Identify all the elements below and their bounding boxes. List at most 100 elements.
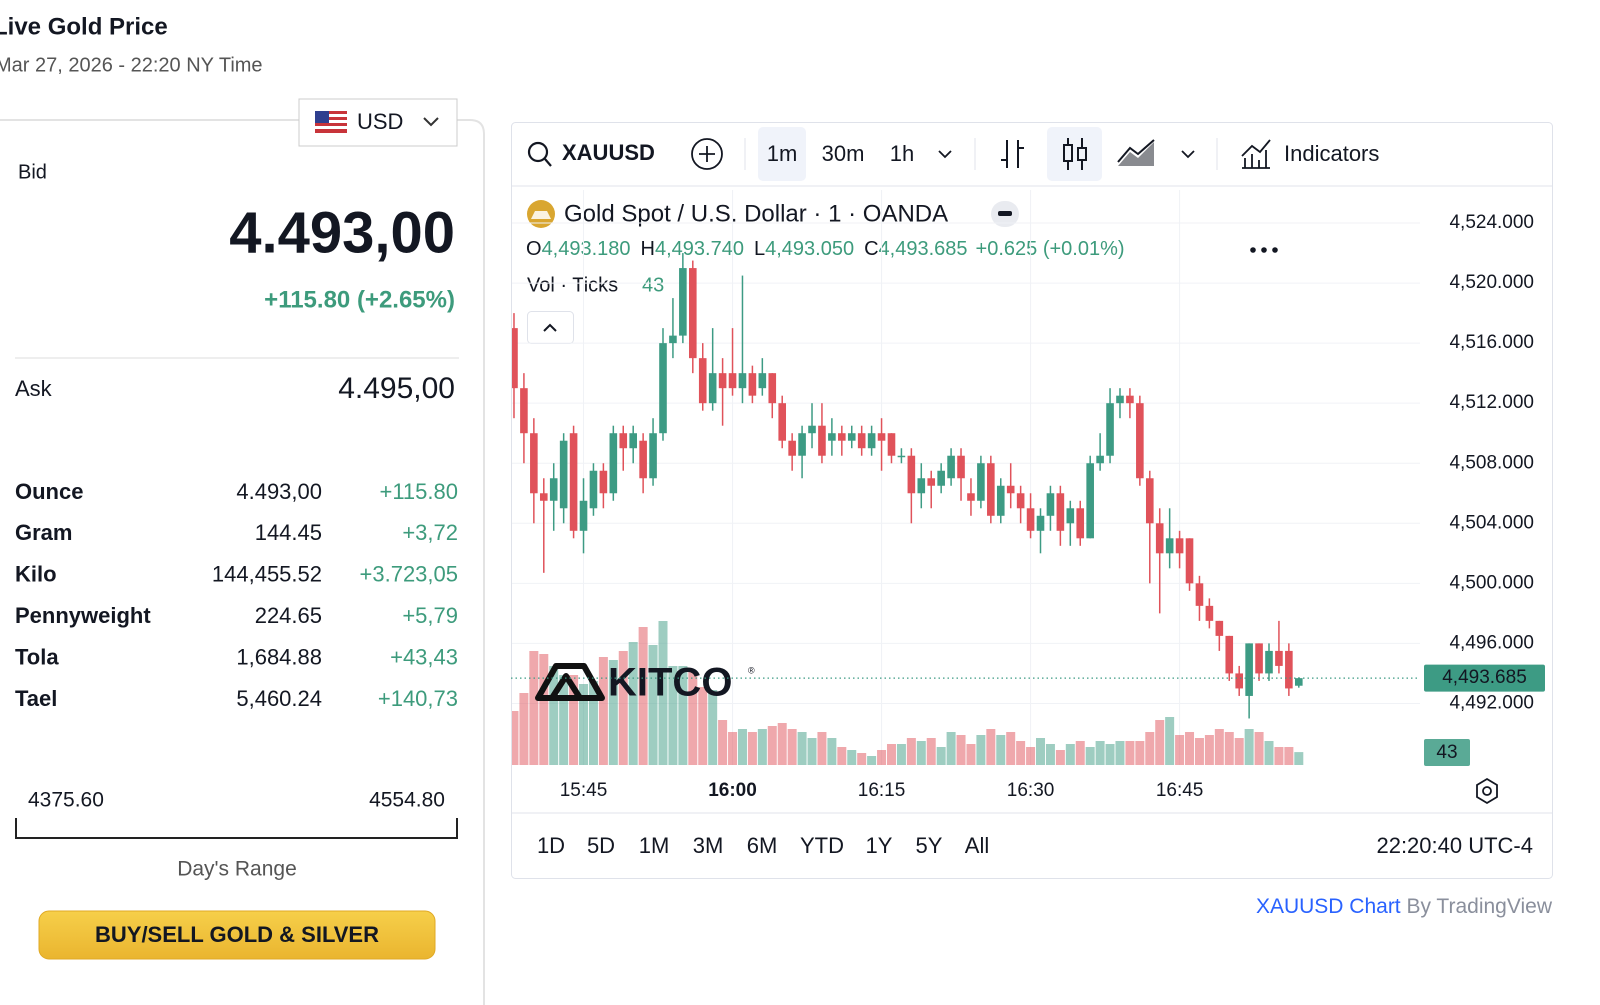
range-button[interactable]: 1Y [866,833,893,858]
more[interactable] [1250,247,1278,253]
candle-body [1195,583,1204,606]
volume-bar [936,747,946,765]
candle-body [1066,508,1075,524]
search-icon[interactable] [527,141,552,167]
chart-type-active[interactable] [1047,127,1102,181]
price-tag-label: 4,493.685 [1442,667,1527,688]
volume-bar [976,735,986,765]
volume-bar [877,750,887,765]
candle-body [758,373,767,389]
volume-bar [827,738,837,765]
range-button[interactable]: YTD [800,833,844,858]
symbol[interactable]: XAUUSD [562,140,655,165]
range-button[interactable]: 5Y [916,833,943,858]
area-icon-line [1117,139,1155,163]
volume-bar [767,726,777,765]
chevron [423,117,439,127]
candle-body [629,433,637,449]
candle-body [718,373,727,389]
candle-body [1265,650,1273,674]
candle-body [512,328,518,389]
settings-icon[interactable] [1476,777,1498,805]
volume-value: 43 [642,274,664,296]
candle-body [808,425,816,434]
unit-price: 144.45 [255,520,322,545]
volume-bar [1264,741,1274,765]
candle-body [1116,395,1124,404]
subtitle: Mar 27, 2026 - 22:20 NY Time [0,54,263,76]
bid-change: +115.80 (+2.65%) [264,286,455,313]
compare-button[interactable] [691,138,723,170]
candle-body [698,358,707,404]
candle-body [1076,508,1085,539]
volume-bar [549,666,559,765]
candle-body [1046,493,1055,516]
volume-bar [678,666,688,765]
area-icon[interactable] [1118,142,1154,166]
candle-body [679,268,687,336]
bars-icon[interactable] [1001,140,1024,168]
interval[interactable]: 1h [890,141,914,166]
volume-bar [1065,744,1075,765]
volume-bar [608,660,618,765]
volume-bar [1294,752,1304,765]
ask-label: Ask [15,376,53,401]
unit-change: +5,79 [402,603,458,628]
volume-bar [1254,732,1264,765]
y-tick-label: 4,508.000 [1449,452,1534,473]
volume-bar [1095,741,1105,765]
candle-body [947,455,955,479]
volume-bar [718,720,728,765]
volume-bar [1274,747,1284,765]
y-tick-label: 4,500.000 [1449,572,1534,593]
volume-bar [1214,729,1224,765]
range-button[interactable]: 6M [747,833,778,858]
volume-bar [708,690,718,765]
volume-bar [1115,741,1125,765]
candle-body [669,335,677,344]
candle-body [559,440,568,509]
collapse-button[interactable] [527,311,574,344]
candle-body [1225,635,1234,674]
range-button[interactable]: All [965,833,989,858]
candle-body [1026,508,1035,531]
volume-bar [1284,747,1294,765]
volume-bar [747,732,757,765]
bid-label: Bid [18,161,47,183]
interval[interactable]: 30m [822,141,865,166]
candle-body [1036,515,1045,531]
candle-body [599,470,608,494]
candle-body [1016,493,1025,509]
chevron[interactable] [1181,150,1195,159]
x-tick-label: 15:45 [560,780,608,801]
candle-body [1175,538,1184,554]
candle-body [1255,643,1263,674]
volume-bar [906,738,916,765]
volume-bar [598,657,608,765]
range-button[interactable]: 1M [639,833,670,858]
indicators-icon[interactable] [1241,139,1271,169]
volume-bar [956,735,966,765]
candle-body [1155,523,1164,554]
unit-price: 144,455.52 [212,562,322,587]
indicators[interactable]: Indicators [1284,141,1379,166]
candle-body [1086,463,1094,539]
candle-body [728,373,737,389]
volume-bar [1055,750,1065,765]
range-button[interactable]: 1D [537,833,565,858]
volume-bar [1204,735,1214,765]
volume-bar [668,666,678,765]
volume-bar [946,732,956,765]
range-button[interactable]: 5D [587,833,615,858]
buy-sell-button[interactable] [38,910,436,960]
unit-name: Pennyweight [15,603,151,628]
currency-select[interactable] [298,98,458,147]
volume-bar [777,723,787,765]
volume-bar [1026,747,1036,765]
volume-bar [926,738,936,765]
interval[interactable]: 1m [767,141,798,166]
candle-body [639,440,647,479]
chevron[interactable] [938,150,952,159]
range-button[interactable]: 3M [693,833,724,858]
volume-bar [797,732,807,765]
